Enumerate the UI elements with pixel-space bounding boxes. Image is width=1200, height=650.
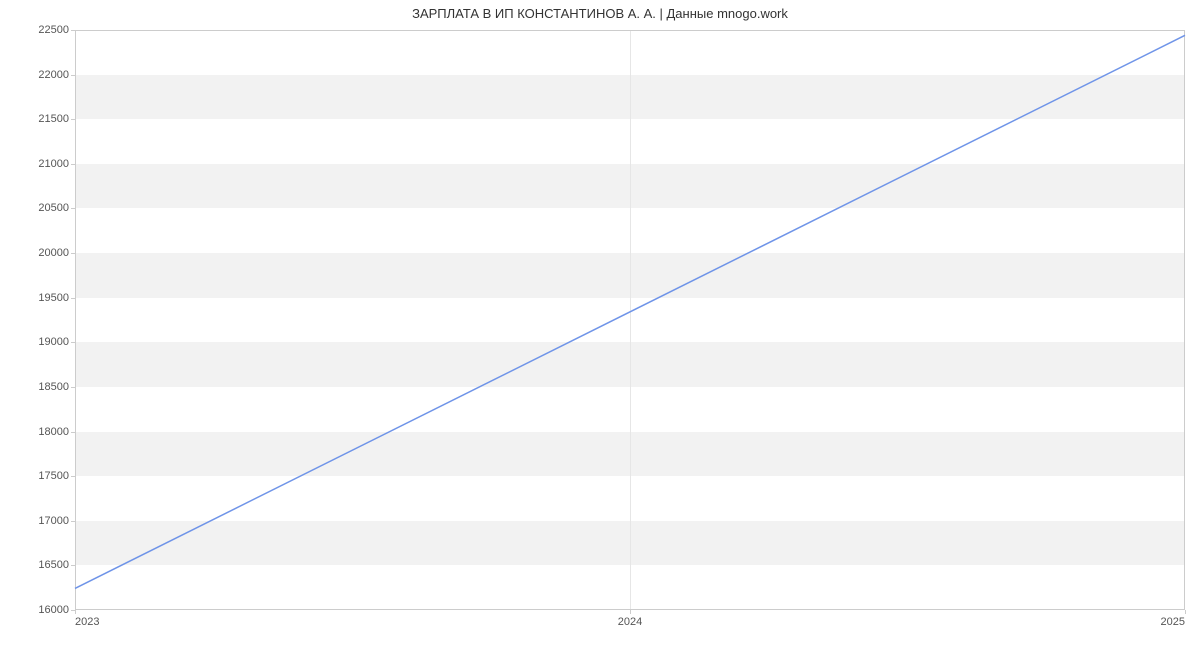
x-tick-label: 2023 (75, 610, 99, 628)
x-tick-mark (1185, 610, 1186, 614)
x-tick-label: 2025 (1161, 610, 1185, 628)
plot-area: 1600016500170001750018000185001900019500… (75, 30, 1185, 610)
x-tick-mark (630, 610, 631, 614)
y-tick-mark (71, 342, 75, 343)
y-tick-label: 21500 (38, 113, 75, 125)
y-tick-label: 22500 (38, 24, 75, 36)
y-tick-mark (71, 208, 75, 209)
y-tick-label: 17000 (38, 515, 75, 527)
y-tick-mark (71, 298, 75, 299)
x-tick-mark (75, 610, 76, 614)
y-tick-label: 17500 (38, 470, 75, 482)
y-tick-mark (71, 432, 75, 433)
y-tick-mark (71, 119, 75, 120)
y-tick-label: 16500 (38, 559, 75, 571)
y-tick-mark (71, 75, 75, 76)
y-tick-label: 20500 (38, 202, 75, 214)
chart-title: ЗАРПЛАТА В ИП КОНСТАНТИНОВ А. А. | Данны… (0, 6, 1200, 21)
y-tick-label: 18000 (38, 426, 75, 438)
y-tick-label: 19000 (38, 336, 75, 348)
y-tick-mark (71, 253, 75, 254)
y-tick-mark (71, 387, 75, 388)
series-line (75, 30, 1185, 610)
y-tick-label: 19500 (38, 292, 75, 304)
y-tick-label: 20000 (38, 247, 75, 259)
y-tick-label: 18500 (38, 381, 75, 393)
salary-chart: ЗАРПЛАТА В ИП КОНСТАНТИНОВ А. А. | Данны… (0, 0, 1200, 650)
y-tick-label: 16000 (38, 604, 75, 616)
y-tick-mark (71, 521, 75, 522)
y-tick-mark (71, 164, 75, 165)
y-tick-label: 21000 (38, 158, 75, 170)
series-salary (75, 35, 1185, 588)
y-tick-mark (71, 476, 75, 477)
y-tick-label: 22000 (38, 69, 75, 81)
y-tick-mark (71, 565, 75, 566)
y-tick-mark (71, 30, 75, 31)
